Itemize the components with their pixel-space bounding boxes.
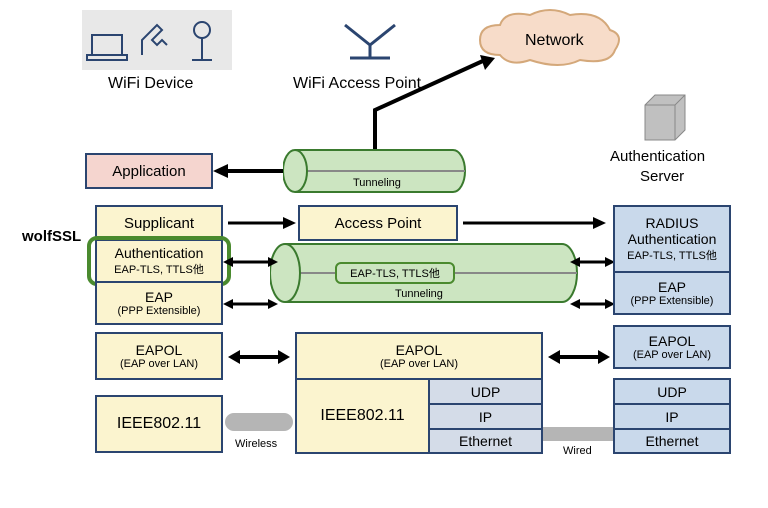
auth-server-label1: Authentication (610, 148, 705, 165)
eap-box-left: EAP (PPP Extensible) (95, 281, 223, 325)
access-point-box: Access Point (298, 205, 458, 241)
svg-text:Network: Network (525, 32, 585, 49)
udp-box-right: UDP (613, 378, 731, 405)
svg-text:Tunneling: Tunneling (395, 288, 443, 300)
eap-sub-text: (PPP Extensible) (118, 305, 201, 317)
wifi-device-icons (82, 10, 232, 70)
eapol-box-left: EAPOL (EAP over LAN) (95, 332, 223, 380)
wired-link (543, 427, 613, 441)
eapol-right-text: EAPOL (649, 333, 696, 349)
tunnel-to-app-arrow (213, 160, 288, 182)
eapol-mid-text: EAPOL (396, 342, 443, 358)
radius-box: RADIUS Authentication EAP-TLS, TTLS他 (613, 205, 731, 273)
eapol-double-arrow-left (228, 348, 290, 366)
eap-box-right: EAP (PPP Extensible) (613, 271, 731, 315)
wireless-link (225, 413, 293, 431)
eapol-box-mid: EAPOL (EAP over LAN) (295, 332, 543, 380)
server-icon (640, 90, 690, 145)
tunneling-cylinder-1: Tunneling (283, 148, 468, 194)
auth-double-arrow-right (570, 254, 615, 270)
ieee-box-mid: IEEE802.11 (295, 378, 430, 454)
wired-label: Wired (563, 445, 592, 457)
application-box: Application (85, 153, 213, 189)
ethernet-box-mid: Ethernet (428, 428, 543, 454)
ieee-box-left: IEEE802.11 (95, 395, 223, 453)
eap-double-arrow-left (223, 296, 278, 312)
svg-text:Tunneling: Tunneling (353, 177, 401, 189)
eapol-box-right: EAPOL (EAP over LAN) (613, 325, 731, 369)
eapol-sub-text: (EAP over LAN) (120, 358, 198, 370)
auth-server-label2: Server (640, 168, 684, 185)
wolfssl-label: wolfSSL (22, 228, 81, 245)
eapol-text: EAPOL (136, 342, 183, 358)
ethernet-box-right: Ethernet (613, 428, 731, 454)
ip-box-right: IP (613, 403, 731, 430)
eap-right-text: EAP (658, 279, 686, 295)
udp-box-mid: UDP (428, 378, 543, 405)
radius-text: RADIUS (646, 215, 699, 231)
wireless-label: Wireless (235, 438, 277, 450)
eap-tls-inner-box: EAP-TLS, TTLS他 (335, 262, 455, 284)
wifi-device-label: WiFi Device (108, 75, 193, 93)
radius-auth-text: Authentication (628, 231, 717, 247)
wolfssl-highlight (87, 236, 231, 286)
eapol-double-arrow-right (548, 348, 610, 366)
auth-double-arrow-left (223, 254, 278, 270)
ap-to-radius-arrow (458, 214, 608, 232)
eapol-mid-sub: (EAP over LAN) (380, 358, 458, 370)
eap-right-sub: (PPP Extensible) (631, 295, 714, 307)
eapol-right-sub: (EAP over LAN) (633, 349, 711, 361)
eap-text: EAP (145, 289, 173, 305)
supp-to-ap-arrow (223, 214, 298, 232)
eap-double-arrow-right (570, 296, 615, 312)
radius-sub-text: EAP-TLS, TTLS他 (627, 247, 717, 263)
ip-box-mid: IP (428, 403, 543, 430)
